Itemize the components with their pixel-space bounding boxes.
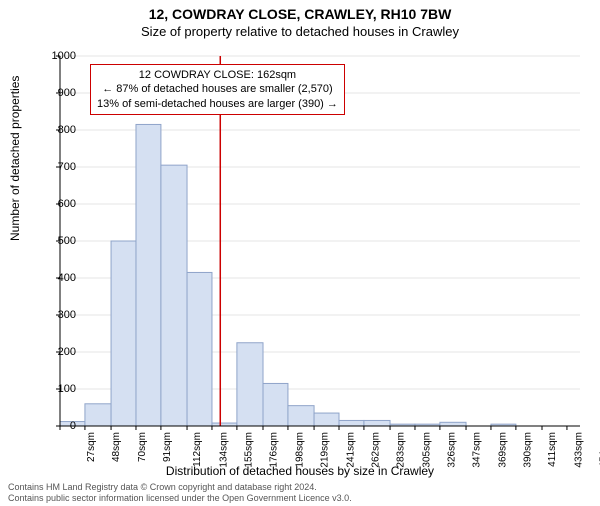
y-tick-label: 0 — [42, 420, 76, 432]
x-tick-label: 91sqm — [162, 432, 173, 462]
callout-line-2: ← 87% of detached houses are smaller (2,… — [97, 82, 338, 96]
x-tick-label: 262sqm — [371, 432, 382, 468]
x-tick-label: 27sqm — [86, 432, 97, 462]
x-tick-label: 411sqm — [547, 432, 558, 467]
x-tick-label: 48sqm — [111, 432, 122, 462]
callout-line-3: 13% of semi-detached houses are larger (… — [97, 97, 338, 111]
y-tick-label: 700 — [42, 161, 76, 173]
y-tick-label: 1000 — [42, 50, 76, 62]
x-tick-label: 112sqm — [192, 432, 203, 467]
y-tick-label: 600 — [42, 198, 76, 210]
y-tick-label: 100 — [42, 383, 76, 395]
x-tick-label: 176sqm — [268, 432, 279, 468]
x-tick-label: 198sqm — [295, 432, 306, 468]
x-tick-label: 134sqm — [219, 432, 230, 468]
y-tick-label: 500 — [42, 235, 76, 247]
x-tick-label: 70sqm — [137, 432, 148, 462]
footnote-line-2: Contains public sector information licen… — [8, 493, 352, 504]
footnote: Contains HM Land Registry data © Crown c… — [8, 482, 352, 504]
x-tick-label: 433sqm — [574, 432, 585, 468]
x-tick-label: 369sqm — [498, 432, 509, 468]
y-tick-label: 400 — [42, 272, 76, 284]
y-tick-label: 300 — [42, 309, 76, 321]
x-tick-label: 390sqm — [523, 432, 534, 468]
callout-line-1: 12 COWDRAY CLOSE: 162sqm — [97, 68, 338, 82]
footnote-line-1: Contains HM Land Registry data © Crown c… — [8, 482, 352, 493]
x-tick-label: 283sqm — [396, 432, 407, 468]
y-tick-label: 800 — [42, 124, 76, 136]
y-tick-label: 200 — [42, 346, 76, 358]
x-tick-label: 155sqm — [244, 432, 255, 468]
callout-box: 12 COWDRAY CLOSE: 162sqm ← 87% of detach… — [90, 64, 345, 115]
x-tick-label: 241sqm — [346, 432, 357, 468]
x-tick-label: 219sqm — [320, 432, 331, 468]
x-tick-label: 326sqm — [447, 432, 458, 468]
x-tick-label: 347sqm — [471, 432, 482, 468]
chart-container: 12, COWDRAY CLOSE, CRAWLEY, RH10 7BW Siz… — [0, 6, 600, 506]
x-axis-title: Distribution of detached houses by size … — [0, 464, 600, 478]
y-tick-label: 900 — [42, 87, 76, 99]
x-tick-label: 305sqm — [422, 432, 433, 468]
